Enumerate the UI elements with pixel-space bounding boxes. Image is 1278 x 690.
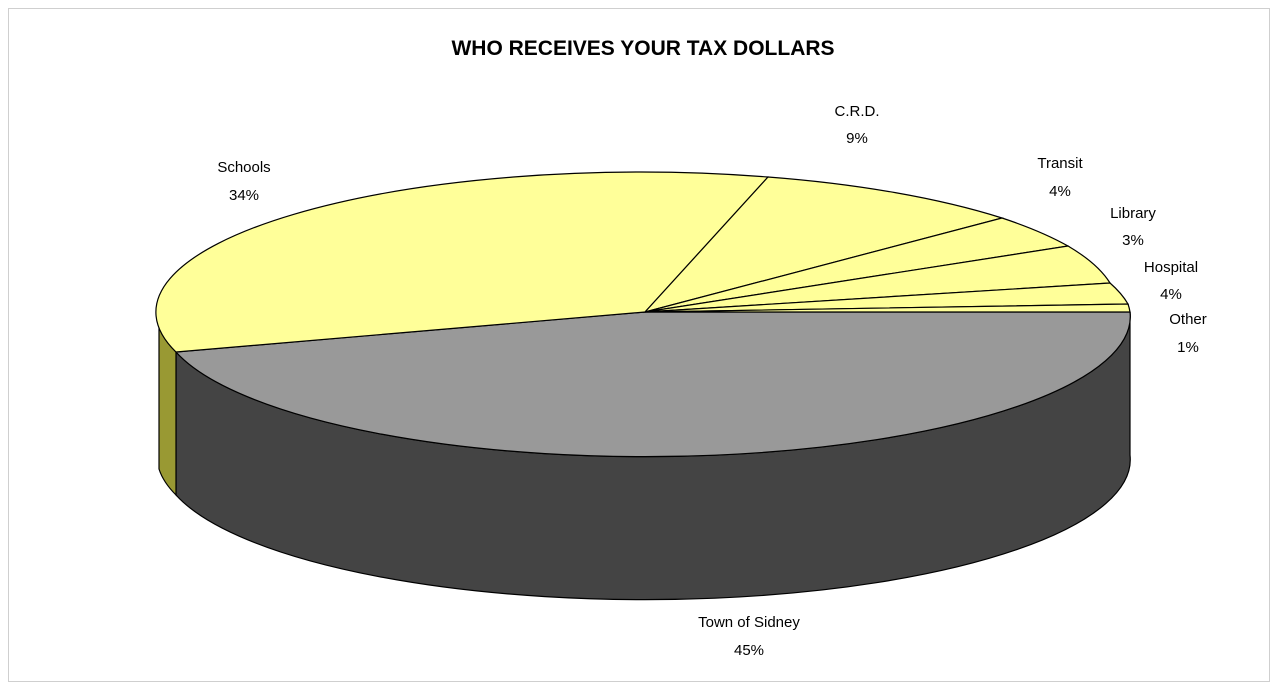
label-schools: Schools <box>217 159 270 176</box>
slice-crd <box>643 176 1005 314</box>
pct-transit: 4% <box>1049 183 1071 200</box>
chart-title: WHO RECEIVES YOUR TAX DOLLARS <box>451 37 834 60</box>
slice-schools <box>155 171 770 353</box>
pct-town-of-sidney: 45% <box>734 642 764 659</box>
label-crd: C.R.D. <box>835 103 880 120</box>
pct-library: 3% <box>1122 232 1144 249</box>
pct-schools: 34% <box>229 187 259 204</box>
pct-other: 1% <box>1177 339 1199 356</box>
label-other: Other <box>1169 311 1207 328</box>
pct-crd: 9% <box>846 130 868 147</box>
pct-hospital: 4% <box>1160 286 1182 303</box>
pie-body <box>155 171 1131 601</box>
side-schools <box>158 325 177 497</box>
label-transit: Transit <box>1037 155 1083 172</box>
slice-town-of-sidney <box>174 311 1131 458</box>
label-hospital: Hospital <box>1144 259 1198 276</box>
label-library: Library <box>1110 205 1156 222</box>
slice-other <box>644 303 1131 313</box>
label-town-of-sidney: Town of Sidney <box>698 614 800 631</box>
